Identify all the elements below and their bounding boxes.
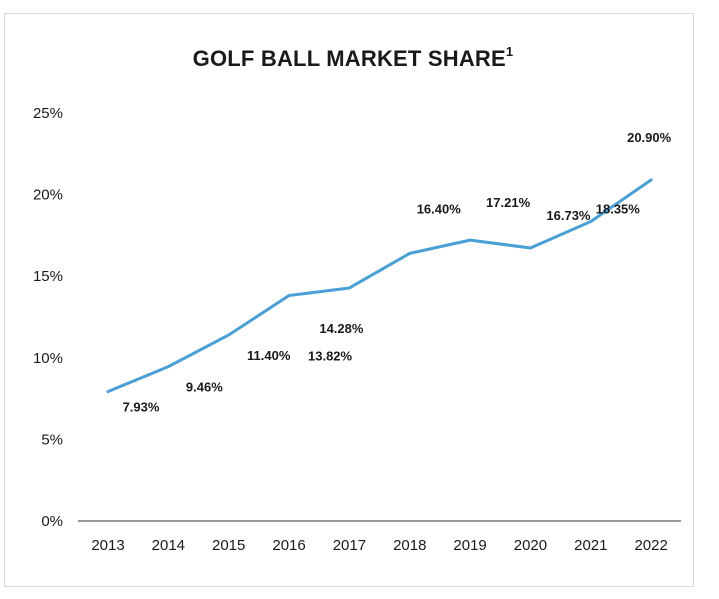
data-label: 18.35%	[596, 202, 641, 217]
x-tick-label: 2014	[152, 537, 185, 554]
y-tick-label: 15%	[33, 268, 63, 285]
y-tick-label: 20%	[33, 187, 63, 204]
y-tick-label: 10%	[33, 350, 63, 367]
data-label: 16.73%	[546, 208, 591, 223]
x-tick-label: 2017	[333, 537, 366, 554]
y-tick-label: 0%	[41, 513, 63, 530]
x-tick-label: 2015	[212, 537, 245, 554]
chart-card	[4, 13, 694, 587]
data-label: 9.46%	[186, 380, 223, 395]
x-tick-label: 2013	[91, 537, 124, 554]
x-tick-label: 2021	[574, 537, 607, 554]
y-tick-label: 25%	[33, 105, 63, 122]
x-tick-label: 2022	[634, 537, 667, 554]
x-tick-label: 2016	[272, 537, 305, 554]
series-line	[106, 178, 653, 394]
y-tick-label: 5%	[41, 431, 63, 448]
x-tick-label: 2020	[514, 537, 547, 554]
x-tick-label: 2019	[453, 537, 486, 554]
data-label: 13.82%	[308, 348, 353, 363]
data-label: 11.40%	[247, 348, 291, 363]
data-label: 14.28%	[319, 321, 364, 336]
chart-title-text: GOLF BALL MARKET SHARE	[192, 46, 506, 71]
data-labels: 7.93% 9.46% 11.40% 13.82% 14.28% 16.40% 17.21%…	[123, 130, 672, 415]
x-tick-label: 2018	[393, 537, 426, 554]
y-axis-ticks: 0% 5% 10% 15% 20% 25%	[33, 105, 63, 530]
chart-title-footnote: 1	[505, 44, 514, 59]
data-label: 7.93%	[123, 400, 160, 415]
data-label: 17.21%	[486, 195, 531, 210]
chart-title: GOLF BALL MARKET SHARE1	[0, 44, 706, 72]
data-label: 16.40%	[417, 201, 462, 216]
data-label: 20.90%	[627, 130, 672, 145]
x-axis-ticks: 2013 2014 2015 2016 2017 2018 2019 2020 2021 2022	[91, 537, 668, 554]
